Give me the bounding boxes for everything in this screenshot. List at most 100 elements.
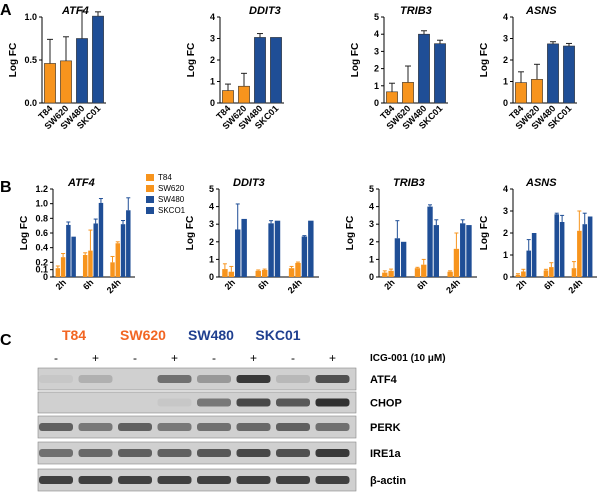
- bar-skco1-6h: [274, 220, 281, 277]
- bar-skco1-6h: [559, 222, 565, 277]
- bar-skco1-2h: [241, 218, 247, 277]
- bar-sw620: [60, 60, 72, 104]
- blot-row-label: PERK: [370, 422, 401, 434]
- bar-skco1-6h: [433, 225, 439, 277]
- blot-band: [157, 375, 192, 383]
- bar-t84-2h: [55, 268, 61, 277]
- y-tick-label: 2: [210, 55, 215, 65]
- blot-band: [197, 449, 231, 457]
- y-tick-label: 1: [209, 254, 214, 264]
- y-tick-label: 5: [369, 184, 374, 194]
- bar-skco1-24h: [126, 210, 131, 277]
- legend-swatch-t84: [146, 174, 154, 181]
- blot-band: [157, 423, 192, 431]
- bar-sw480-2h: [235, 229, 241, 277]
- blot-band: [236, 476, 271, 484]
- bar-t84: [386, 91, 398, 104]
- blot-band: [78, 476, 113, 484]
- bar-skco1-24h: [587, 216, 593, 277]
- y-tick-label: 0.8: [35, 213, 48, 223]
- y-tick-label: 5: [209, 184, 214, 194]
- blot-band: [39, 423, 73, 431]
- blot-band: [157, 398, 192, 407]
- blot-band: [197, 398, 231, 407]
- bar-sw620: [531, 79, 543, 104]
- y-tick-label: 3: [210, 34, 215, 44]
- blot-row-label: IRE1a: [370, 448, 401, 460]
- y-tick-label: 3: [503, 206, 508, 216]
- y-tick-label: 0: [369, 272, 374, 282]
- chart-title: TRIB3: [393, 177, 425, 189]
- chart-title: TRIB3: [400, 5, 432, 17]
- bar-sw480-24h: [460, 223, 466, 277]
- y-tick-label: 0.2: [35, 257, 48, 267]
- cell-line-label-t84: T84: [62, 327, 86, 343]
- bar-sw480-2h: [526, 250, 532, 277]
- blot-band: [276, 375, 310, 383]
- treatment-sign: +: [250, 351, 257, 365]
- y-tick-label: 1: [374, 81, 379, 91]
- blot-band: [315, 423, 350, 431]
- blot-band: [118, 449, 152, 457]
- bar-t84-24h: [571, 268, 577, 277]
- bar-sw620-24h: [577, 230, 582, 277]
- y-axis-label: Log FC: [350, 43, 361, 77]
- bar-skc01: [563, 45, 575, 104]
- y-axis-label: Log FC: [186, 43, 197, 77]
- blot-band: [315, 449, 350, 457]
- y-axis-label: Log FC: [345, 216, 356, 250]
- y-tick-label: 0: [43, 272, 48, 282]
- blot-band: [236, 423, 271, 431]
- bar-sw480: [76, 38, 88, 104]
- y-tick-label: 1: [210, 77, 215, 87]
- chart-title: DDIT3: [249, 5, 281, 17]
- blot-band: [276, 449, 310, 457]
- legend-label-sw620: SW620: [158, 184, 185, 193]
- bar-t84: [515, 82, 527, 104]
- blot-band: [118, 476, 152, 484]
- bar-sw620-24h: [115, 243, 121, 277]
- y-tick-label: 1: [503, 250, 508, 260]
- blot-band: [236, 449, 271, 457]
- legend-swatch-sw480: [146, 196, 154, 203]
- bar-t84: [44, 63, 56, 104]
- x-tick-label: 6h: [81, 277, 96, 292]
- bar-sw480: [547, 43, 559, 104]
- blot-band: [315, 375, 350, 383]
- bar-sw620-2h: [60, 257, 66, 277]
- treatment-sign: +: [171, 351, 178, 365]
- bar-sw620-2h: [521, 271, 526, 277]
- blot-band: [276, 476, 310, 484]
- treatment-sign: -: [54, 351, 58, 365]
- y-tick-label: 0.4: [35, 243, 48, 253]
- y-tick-label: 1: [369, 254, 374, 264]
- y-tick-label: 0.1: [35, 265, 48, 275]
- chart-title: ASNS: [525, 177, 557, 189]
- bar-sw620: [402, 82, 414, 104]
- bar-sw620: [238, 85, 250, 104]
- blot-strip-atf4: [37, 367, 357, 391]
- bar-skco1-2h: [400, 241, 407, 277]
- y-axis-label: Log FC: [479, 43, 490, 77]
- blot-band: [39, 449, 73, 457]
- blot-row-label: β-actin: [370, 475, 406, 487]
- blot-band: [78, 423, 113, 431]
- bar-sw620-6h: [261, 269, 268, 277]
- bar-sw620-6h: [421, 264, 427, 277]
- blot-band: [157, 449, 192, 457]
- y-tick-label: 0: [210, 98, 215, 108]
- treatment-sign: -: [291, 351, 295, 365]
- y-axis-label: Log FC: [19, 216, 30, 250]
- cell-line-label-sw620: SW620: [120, 327, 166, 343]
- blot-band: [157, 476, 192, 484]
- y-tick-label: 4: [374, 29, 379, 39]
- bar-t84-2h: [515, 274, 521, 277]
- bar-sw480-6h: [427, 206, 433, 277]
- x-tick-label: 2h: [514, 277, 529, 292]
- bar-skco1-6h: [98, 202, 104, 277]
- y-tick-label: 0.6: [35, 228, 48, 238]
- x-tick-label: 24h: [286, 277, 304, 295]
- bar-sw480-24h: [301, 236, 308, 277]
